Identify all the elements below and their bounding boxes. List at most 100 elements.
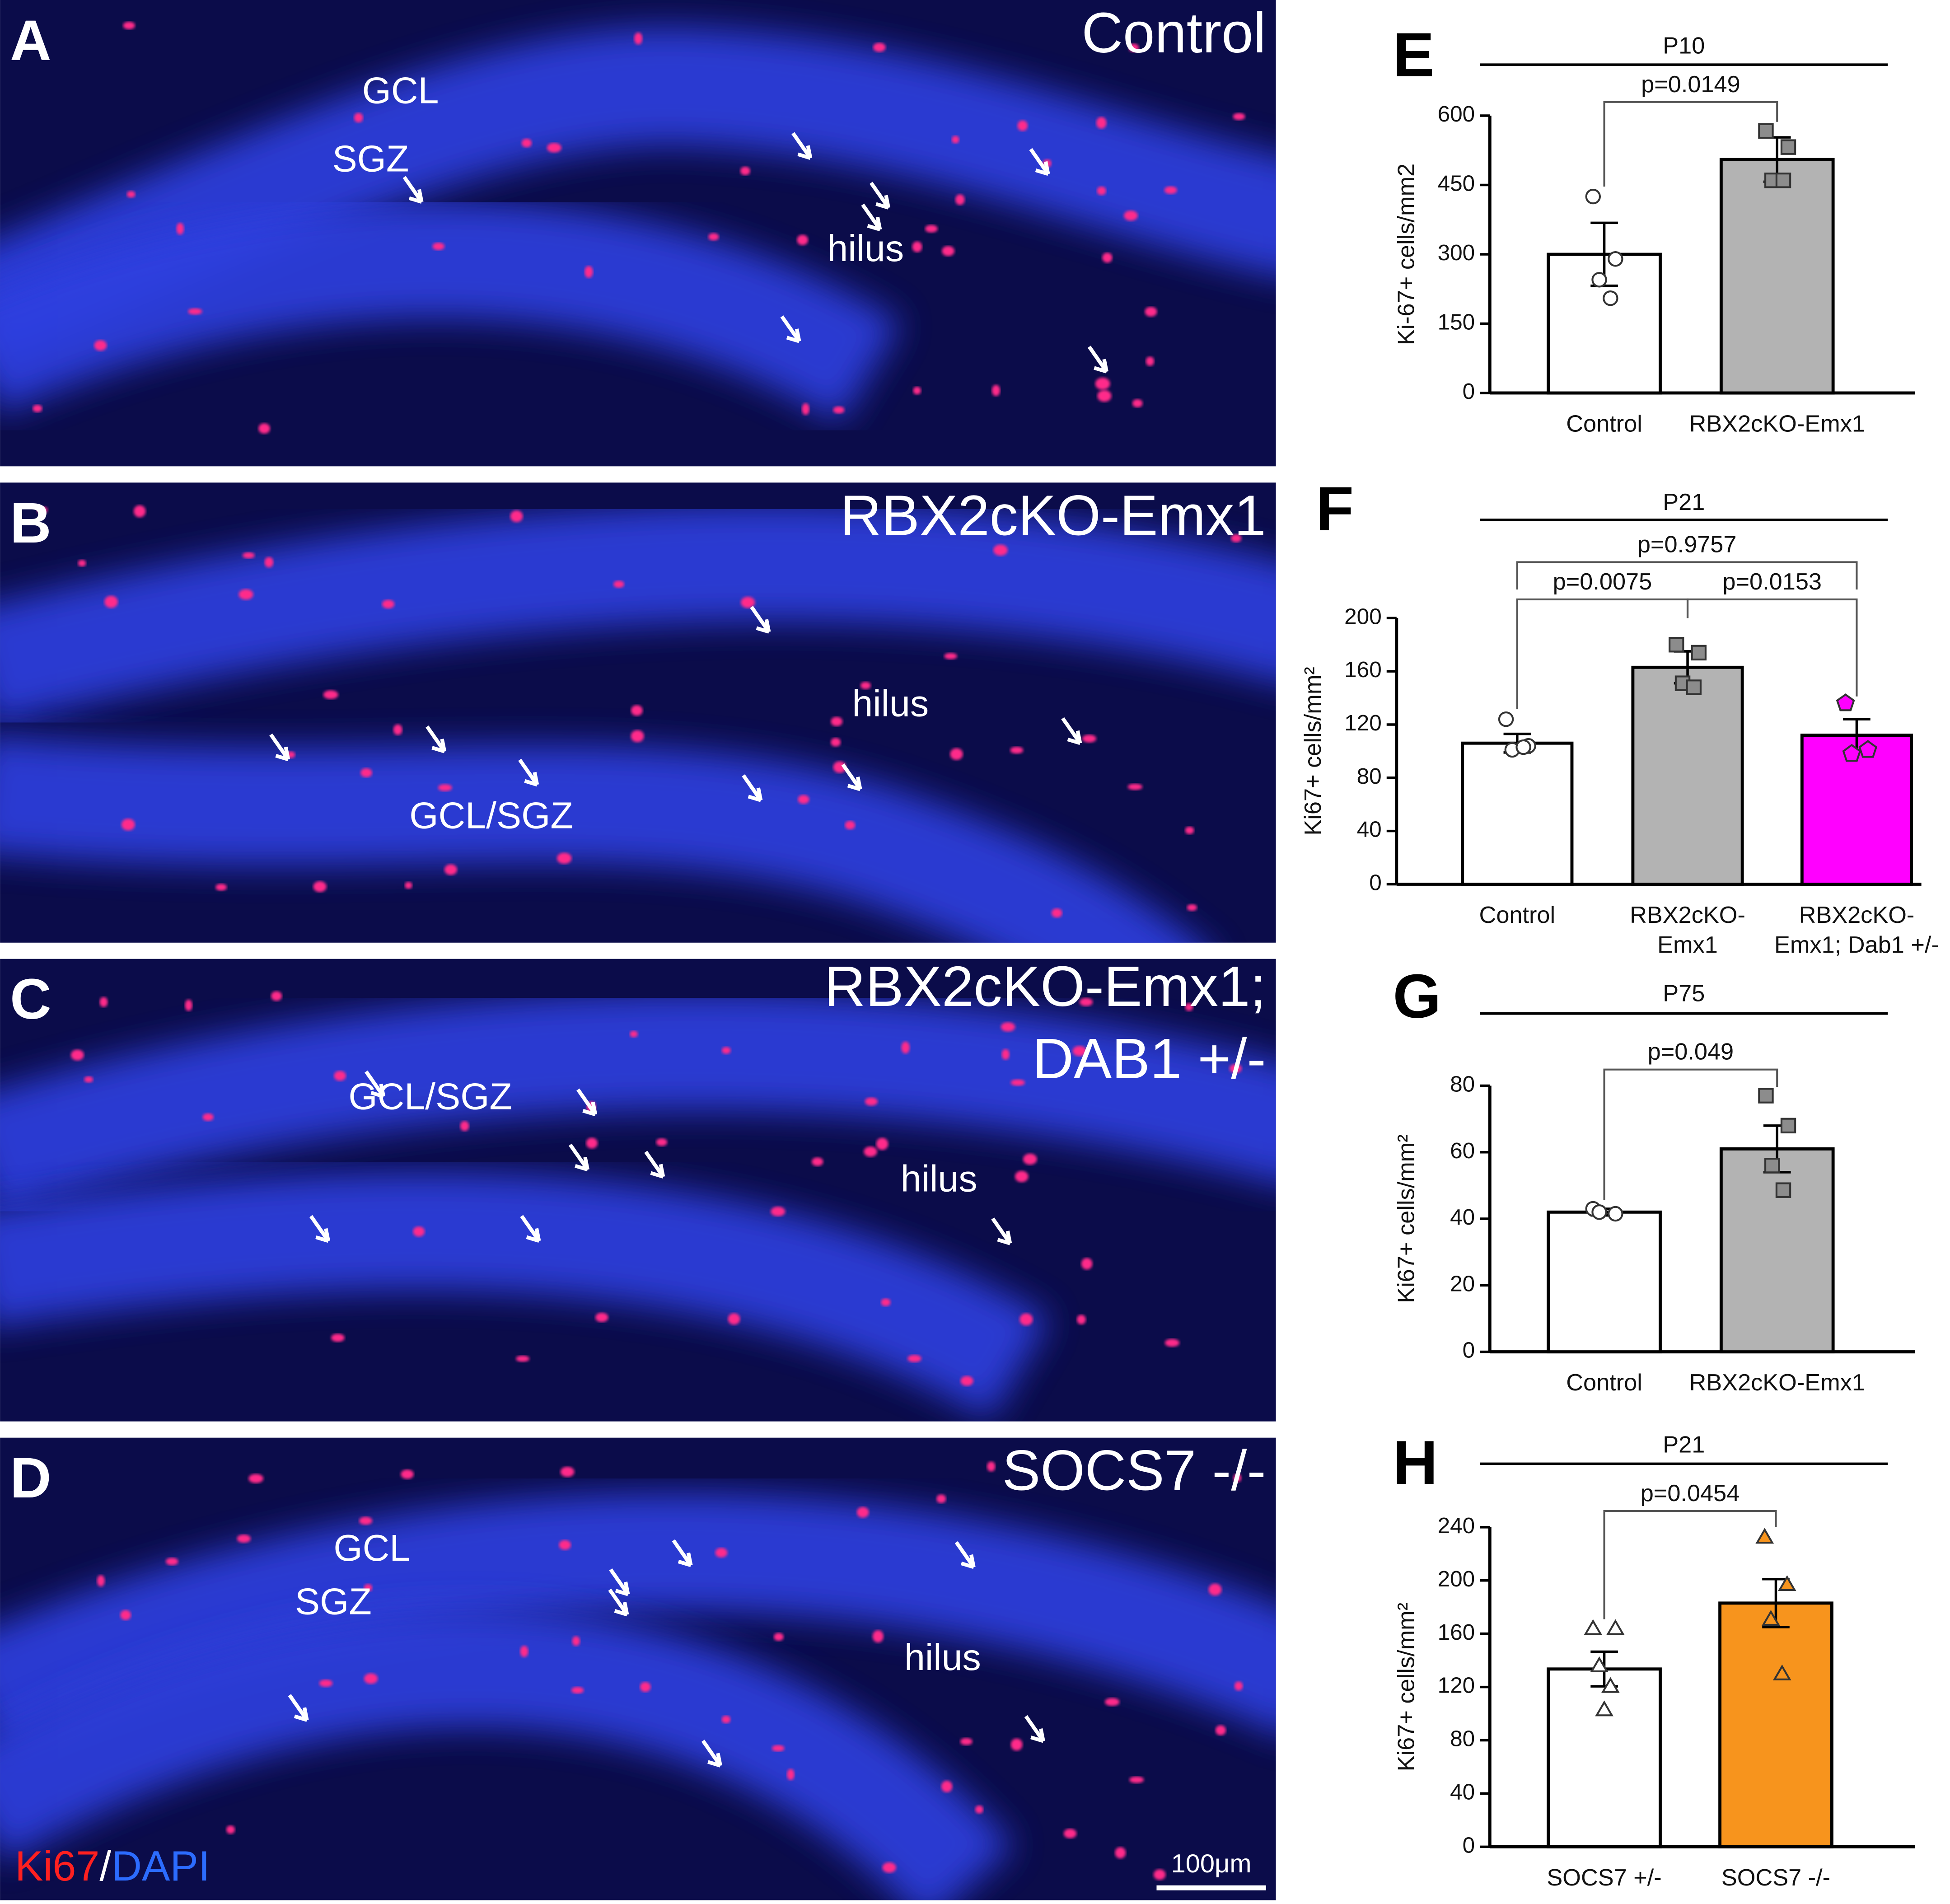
ki67-cell	[873, 42, 886, 52]
ki67-cell	[520, 1646, 528, 1657]
y-tick-label: 300	[1438, 240, 1475, 265]
tissue-band	[0, 1609, 1014, 1900]
arrow	[568, 1143, 589, 1172]
ki67-cell	[559, 1540, 571, 1550]
ki67-cell	[882, 1862, 896, 1873]
ki67-cell	[70, 1049, 84, 1061]
ki67-cell	[991, 384, 1001, 396]
x-tick-label: Control	[1566, 1370, 1642, 1396]
y-tick-label: 600	[1438, 101, 1475, 126]
arrow	[701, 1740, 722, 1768]
ki67-cell	[631, 705, 643, 716]
data-point	[1775, 1182, 1791, 1198]
data-point	[1584, 1619, 1603, 1635]
region-label: SGZ	[332, 138, 409, 180]
ki67-cell	[1079, 998, 1093, 1006]
ki67-cell	[1164, 186, 1177, 194]
region-label: GCL/SGZ	[348, 1076, 512, 1118]
ki67-cell	[202, 1113, 214, 1121]
stain-counterstain: DAPI	[111, 1842, 210, 1890]
y-tick-label: 40	[1357, 817, 1382, 842]
ki67-cell	[271, 991, 282, 1001]
y-tick-label: 60	[1450, 1138, 1475, 1163]
micrograph-panel	[0, 0, 1276, 467]
data-point	[1755, 1528, 1774, 1544]
condition-label: RBX2cKO-Emx1	[840, 483, 1266, 547]
ki67-cell	[133, 505, 146, 518]
y-tick-label: 40	[1450, 1204, 1475, 1230]
arrow	[644, 1151, 665, 1179]
condition-label: Control	[1082, 0, 1266, 65]
comparison-bracket	[1686, 598, 1858, 697]
ki67-cell	[1095, 378, 1110, 390]
bar	[1547, 1210, 1662, 1354]
x-tick-label: Control	[1479, 902, 1556, 928]
ki67-cell	[1129, 1776, 1144, 1783]
ki67-cell	[987, 1461, 996, 1472]
ki67-cell	[1153, 1869, 1166, 1880]
ki67-cell	[1127, 783, 1143, 790]
stain-separator: /	[99, 1842, 111, 1890]
ki67-cell	[656, 1138, 668, 1146]
arrow	[742, 774, 763, 802]
ki67-cell	[993, 544, 1008, 556]
ki67-cell	[123, 22, 136, 29]
ki67-cell	[99, 997, 108, 1007]
tissue-band	[0, 503, 1276, 724]
ki67-cell	[912, 241, 922, 253]
ki67-cell	[188, 308, 202, 315]
ki67-cell	[37, 506, 48, 514]
y-axis-title: Ki67+ cells/mm²	[1393, 1603, 1419, 1771]
tissue-band	[0, 992, 1276, 1212]
data-point	[1758, 1088, 1774, 1104]
ki67-cell	[78, 560, 86, 567]
ki67-cell	[901, 1041, 910, 1054]
ki67-cell	[243, 552, 255, 559]
arrow	[672, 1539, 693, 1567]
data-point	[1603, 290, 1618, 306]
ki67-cell	[121, 819, 135, 831]
ki67-cell	[595, 1312, 608, 1322]
ki67-cell	[405, 882, 412, 889]
ki67-cell	[460, 1121, 469, 1131]
micrographs: A Control GCL SGZ hilus B RBX2cKO-Emx1 hilus GCL…	[0, 0, 1276, 1900]
ki67-cell	[798, 795, 809, 804]
bar-chart: F P21 Ki67+ cells/mm² 0 40 80 120 160 200 Control…	[1300, 474, 1939, 958]
bar	[1719, 158, 1835, 395]
ki67-cell	[547, 143, 561, 153]
ki67-cell	[1072, 1046, 1087, 1057]
ki67-cell	[120, 1610, 131, 1620]
ki67-cell	[1124, 211, 1138, 221]
y-tick-label: 80	[1357, 763, 1382, 789]
bar	[1461, 741, 1574, 886]
bar	[1631, 665, 1744, 886]
ki67-cell	[772, 1745, 785, 1752]
arrow	[288, 1694, 309, 1722]
data-point	[1498, 711, 1514, 727]
ki67-cell	[1234, 1681, 1243, 1691]
ki67-cell	[1076, 1315, 1086, 1324]
p-value: p=0.0149	[1641, 71, 1740, 98]
ki67-cell	[1104, 1698, 1120, 1706]
ki67-cell	[960, 1738, 973, 1745]
bar-chart: H P21 Ki67+ cells/mm² 0 40 80 120 160 200 240 SOCS…	[1393, 1428, 1915, 1891]
x-tick-label: SOCS7 -/-	[1721, 1865, 1830, 1891]
y-tick-label: 200	[1438, 1566, 1475, 1591]
ki67-cell	[881, 1298, 891, 1306]
ki67-cell	[925, 225, 938, 233]
ki67-cell	[331, 1333, 345, 1342]
micrograph-panel	[0, 482, 1276, 943]
y-tick-label: 80	[1450, 1726, 1475, 1751]
data-point	[1591, 1204, 1607, 1220]
ki67-cell	[1096, 117, 1107, 129]
panel-letter: H	[1393, 1428, 1438, 1497]
ki67-cell	[1185, 1003, 1193, 1011]
stain-legend: Ki67/DAPI	[15, 1842, 210, 1890]
comparison-bracket	[1603, 1510, 1777, 1619]
arrow	[609, 1568, 630, 1596]
arrow	[309, 1215, 330, 1243]
ki67-cell	[516, 1355, 529, 1362]
panel-letter: E	[1393, 20, 1435, 90]
ki67-cell	[1023, 1153, 1037, 1165]
y-axis-title: Ki67+ cells/mm²	[1393, 1134, 1419, 1303]
